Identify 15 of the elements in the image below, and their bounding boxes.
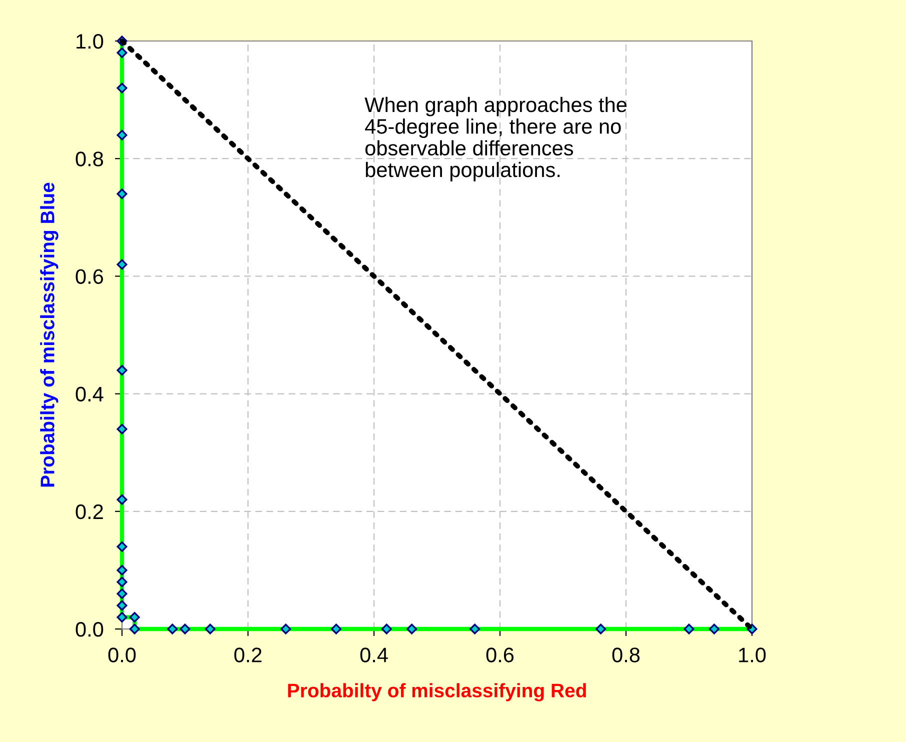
x-axis-title: Probabilty of misclassifying Red: [288, 683, 586, 702]
x-tick-label: 0.6: [486, 648, 514, 662]
y-tick-label: 1.0: [76, 34, 104, 49]
x-tick-label: 0.8: [612, 648, 640, 662]
annotation: When graph approaches the 45-degree line, there are no observable differences between populations.: [364, 96, 627, 182]
y-tick-label: 0.2: [76, 504, 103, 520]
y-tick-label: 0.4: [76, 386, 104, 402]
y-axis-title: Probabilty of misclassifying Blue: [40, 182, 58, 487]
y-tick-label: 0.6: [76, 269, 104, 284]
y-tick-label: 0.0: [76, 622, 104, 637]
x-tick-label: 0.2: [234, 648, 262, 662]
x-tick-label: 1.0: [739, 648, 766, 662]
y-tick-label: 0.8: [76, 152, 104, 166]
x-tick-label: 0.0: [108, 648, 136, 662]
x-tick-label: 0.4: [360, 648, 388, 662]
